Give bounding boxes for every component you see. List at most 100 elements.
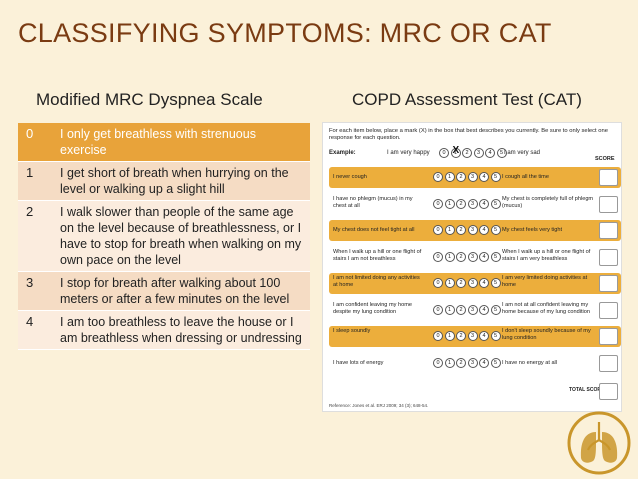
cat-item-score-box[interactable]: [599, 195, 618, 213]
cat-item-score-box[interactable]: [599, 275, 618, 292]
scale-option-3[interactable]: 3: [467, 357, 478, 368]
cat-item-left-statement: I never cough: [333, 174, 367, 180]
scale-option-2[interactable]: 2: [456, 357, 466, 368]
cat-item-right-statement: When I walk up a hill or one flight of s…: [502, 248, 591, 262]
mrc-description: I only get breathless with strenuous exe…: [54, 123, 310, 162]
scale-option-1[interactable]: 1: [444, 198, 455, 209]
cat-item-right-statement: I am very limited doing activities at ho…: [502, 275, 588, 288]
mrc-row-1: 1 I get short of breath when hurrying on…: [18, 161, 310, 201]
cat-item-right-statement: My chest is completely full of phlegm (m…: [502, 195, 594, 209]
scale-option-5[interactable]: 5: [490, 357, 501, 368]
scale-option-4[interactable]: 4: [479, 331, 489, 341]
scale-option-2[interactable]: 2: [456, 278, 466, 288]
scale-option-5[interactable]: 5: [490, 331, 501, 341]
scale-option-1[interactable]: 1: [444, 172, 455, 182]
scale-option-3[interactable]: 3: [467, 225, 478, 235]
scale-option-0[interactable]: 0: [433, 198, 443, 209]
scale-option-2[interactable]: 2: [456, 251, 466, 262]
lungs-logo-icon: [567, 411, 631, 475]
scale-option-0[interactable]: 0: [433, 172, 443, 182]
scale-option-5[interactable]: 5: [490, 198, 501, 209]
cat-item-left-statement: I sleep soundly: [333, 328, 371, 334]
cat-item-right-statement: I cough all the time: [502, 174, 549, 180]
scale-option-3[interactable]: 3: [467, 331, 478, 341]
slide-title: CLASSIFYING SYMPTOMS: MRC OR CAT: [18, 18, 552, 48]
scale-option-3[interactable]: 3: [467, 278, 478, 288]
scale-option-3[interactable]: 3: [467, 251, 478, 262]
scale-option-3[interactable]: 3: [467, 304, 478, 315]
scale-option-4[interactable]: 4: [479, 172, 489, 182]
scale-option-4[interactable]: 4: [479, 251, 489, 262]
cat-item-score-box[interactable]: [599, 328, 618, 345]
cat-item-left-statement: My chest does not feel tight at all: [333, 227, 415, 233]
scale-option-2[interactable]: 2: [456, 198, 466, 209]
scale-option-4[interactable]: 4: [479, 225, 489, 235]
scale-option-4[interactable]: 4: [479, 278, 489, 288]
cat-total-score-box[interactable]: [599, 383, 618, 400]
scale-option-5[interactable]: 5: [496, 148, 507, 158]
scale-option-1[interactable]: 1: [444, 331, 455, 341]
mrc-description: I walk slower than people of the same ag…: [54, 200, 310, 272]
scale-option-0[interactable]: 0: [433, 357, 443, 368]
scale-option-0[interactable]: 0: [433, 278, 443, 288]
cat-item-right-statement: I don't sleep soundly because of my lung…: [502, 328, 591, 341]
cat-reference: Reference: Jones et al. ERJ 2009; 34 (3)…: [329, 403, 429, 408]
scale-option-4[interactable]: 4: [479, 304, 489, 315]
cat-item-score-box[interactable]: [599, 301, 618, 319]
cat-item-row: I never cough 0 1 2 3 4 5 I cough all the time: [329, 167, 621, 188]
mrc-grade: 3: [18, 271, 54, 311]
cat-form: For each item below, place a mark (X) in…: [322, 122, 622, 412]
cat-item-score-box[interactable]: [599, 248, 618, 266]
scale-option-2[interactable]: 2: [456, 225, 466, 235]
cat-example-left: I am very happy: [387, 150, 430, 156]
cat-item-left-statement: I am confident leaving my home despite m…: [333, 301, 412, 315]
scale-option-1[interactable]: 1: [444, 251, 455, 262]
scale-option-5[interactable]: 5: [490, 172, 501, 182]
scale-option-2[interactable]: 2: [456, 304, 466, 315]
mrc-row-4: 4 I am too breathless to leave the house…: [18, 310, 310, 350]
scale-option-5[interactable]: 5: [490, 251, 501, 262]
cat-item-row: I sleep soundly 0 1 2 3 4 5 I don't sleep sound…: [329, 326, 621, 347]
cat-item-row: I am confident leaving my home despite m…: [329, 300, 621, 321]
cat-heading: COPD Assessment Test (CAT): [352, 90, 582, 109]
cat-item-right-statement: My chest feels very tight: [502, 227, 562, 233]
mrc-description: I am too breathless to leave the house o…: [54, 310, 310, 350]
cat-item-right-statement: I have no energy at all: [502, 359, 558, 366]
scale-option-0[interactable]: 0: [433, 304, 443, 315]
scale-option-0[interactable]: 0: [433, 331, 443, 341]
mrc-row-0: 0 I only get breathless with strenuous e…: [18, 123, 310, 162]
scale-option-1[interactable]: 1: [444, 357, 455, 368]
scale-option-0[interactable]: 0: [433, 251, 443, 262]
scale-option-2[interactable]: 2: [456, 172, 466, 182]
scale-option-0[interactable]: 0: [439, 148, 449, 158]
scale-option-1[interactable]: 1: [444, 225, 455, 235]
cat-item-score-box[interactable]: [599, 354, 618, 372]
scale-option-5[interactable]: 5: [490, 278, 501, 288]
scale-option-1[interactable]: 1: [444, 304, 455, 315]
scale-option-3[interactable]: 3: [473, 148, 484, 158]
scale-option-3[interactable]: 3: [467, 198, 478, 209]
scale-option-1[interactable]: 1: [450, 147, 461, 158]
mrc-scale-table: 0 I only get breathless with strenuous e…: [18, 123, 310, 350]
scale-option-3[interactable]: 3: [467, 172, 478, 182]
cat-item-row: When I walk up a hill or one flight of s…: [329, 247, 621, 268]
scale-option-4[interactable]: 4: [485, 148, 495, 158]
mrc-row-3: 3 I stop for breath after walking about …: [18, 271, 310, 311]
cat-item-score-box[interactable]: [599, 169, 618, 186]
scale-option-5[interactable]: 5: [490, 225, 501, 235]
scale-option-2[interactable]: 2: [456, 331, 466, 341]
scale-option-4[interactable]: 4: [479, 198, 489, 209]
scale-option-1[interactable]: 1: [444, 278, 455, 288]
cat-item-score-box[interactable]: [599, 222, 618, 239]
scale-option-2[interactable]: 2: [462, 148, 472, 158]
scale-option-0[interactable]: 0: [433, 225, 443, 235]
scale-option-4[interactable]: 4: [479, 357, 489, 368]
scale-option-5[interactable]: 5: [490, 304, 501, 315]
